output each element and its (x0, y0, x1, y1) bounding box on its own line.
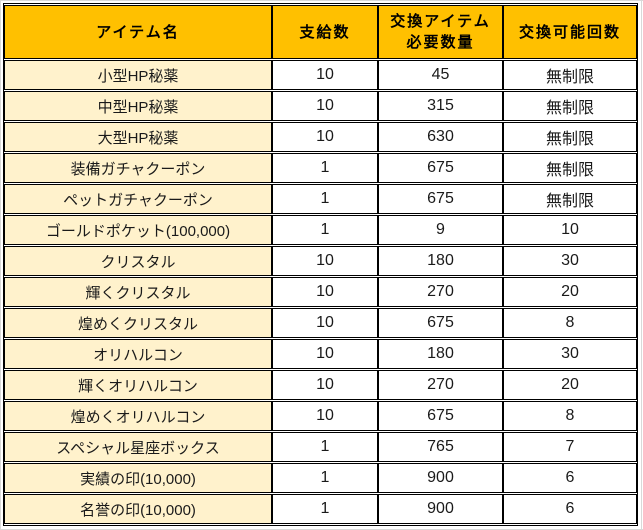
cell-item-name: 名誉の印(10,000) (4, 494, 272, 524)
cell-required-quantity: 900 (378, 494, 503, 524)
cell-exchange-limit: 7 (503, 432, 637, 462)
cell-required-quantity: 675 (378, 401, 503, 431)
cell-exchange-limit: 10 (503, 215, 637, 245)
cell-supply-count: 10 (272, 122, 378, 152)
cell-supply-count: 10 (272, 339, 378, 369)
cell-item-name: 輝くオリハルコン (4, 370, 272, 400)
cell-required-quantity: 675 (378, 153, 503, 183)
cell-required-quantity: 180 (378, 339, 503, 369)
cell-item-name: ゴールドポケット(100,000) (4, 215, 272, 245)
cell-exchange-limit: 8 (503, 401, 637, 431)
cell-exchange-limit: 20 (503, 370, 637, 400)
cell-supply-count: 10 (272, 308, 378, 338)
cell-item-name: 中型HP秘薬 (4, 91, 272, 121)
gridline (641, 0, 642, 530)
header-row: アイテム名 支給数 交換アイテム 必要数量 交換可能回数 (4, 5, 637, 59)
exchange-table: アイテム名 支給数 交換アイテム 必要数量 交換可能回数 小型HP秘薬 10 4… (3, 3, 638, 526)
table-row: ペットガチャクーポン 1 675 無制限 (4, 184, 637, 214)
cell-required-quantity: 180 (378, 246, 503, 276)
table-row: 中型HP秘薬 10 315 無制限 (4, 91, 637, 121)
cell-required-quantity: 270 (378, 277, 503, 307)
cell-exchange-limit: 20 (503, 277, 637, 307)
cell-exchange-limit: 無制限 (503, 122, 637, 152)
cell-item-name: 小型HP秘薬 (4, 60, 272, 90)
cell-required-quantity: 630 (378, 122, 503, 152)
cell-supply-count: 10 (272, 60, 378, 90)
cell-item-name: スペシャル星座ボックス (4, 432, 272, 462)
cell-exchange-limit: 30 (503, 339, 637, 369)
table-row: オリハルコン 10 180 30 (4, 339, 637, 369)
cell-item-name: オリハルコン (4, 339, 272, 369)
cell-required-quantity: 900 (378, 463, 503, 493)
cell-exchange-limit: 6 (503, 494, 637, 524)
table-row: ゴールドポケット(100,000) 1 9 10 (4, 215, 637, 245)
table-row: 装備ガチャクーポン 1 675 無制限 (4, 153, 637, 183)
header-exchange-limit: 交換可能回数 (503, 5, 637, 59)
cell-required-quantity: 9 (378, 215, 503, 245)
cell-exchange-limit: 無制限 (503, 153, 637, 183)
cell-exchange-limit: 無制限 (503, 91, 637, 121)
table-row: スペシャル星座ボックス 1 765 7 (4, 432, 637, 462)
header-required-quantity: 交換アイテム 必要数量 (378, 5, 503, 59)
cell-supply-count: 10 (272, 91, 378, 121)
cell-supply-count: 1 (272, 432, 378, 462)
cell-supply-count: 10 (272, 401, 378, 431)
cell-item-name: 装備ガチャクーポン (4, 153, 272, 183)
header-supply-count: 支給数 (272, 5, 378, 59)
cell-required-quantity: 675 (378, 184, 503, 214)
table-row: 輝くクリスタル 10 270 20 (4, 277, 637, 307)
cell-exchange-limit: 8 (503, 308, 637, 338)
cell-supply-count: 10 (272, 370, 378, 400)
table-row: クリスタル 10 180 30 (4, 246, 637, 276)
table-row: 小型HP秘薬 10 45 無制限 (4, 60, 637, 90)
cell-exchange-limit: 無制限 (503, 184, 637, 214)
table-row: 輝くオリハルコン 10 270 20 (4, 370, 637, 400)
cell-required-quantity: 765 (378, 432, 503, 462)
header-item-name: アイテム名 (4, 5, 272, 59)
cell-exchange-limit: 6 (503, 463, 637, 493)
cell-item-name: 煌めくオリハルコン (4, 401, 272, 431)
table-row: 煌めくクリスタル 10 675 8 (4, 308, 637, 338)
cell-item-name: 煌めくクリスタル (4, 308, 272, 338)
cell-item-name: クリスタル (4, 246, 272, 276)
gridline (0, 0, 643, 1)
table-row: 名誉の印(10,000) 1 900 6 (4, 494, 637, 524)
cell-exchange-limit: 無制限 (503, 60, 637, 90)
cell-supply-count: 1 (272, 184, 378, 214)
cell-supply-count: 1 (272, 494, 378, 524)
cell-exchange-limit: 30 (503, 246, 637, 276)
cell-supply-count: 1 (272, 463, 378, 493)
table-body: 小型HP秘薬 10 45 無制限 中型HP秘薬 10 315 無制限 大型HP秘… (4, 60, 637, 524)
cell-supply-count: 10 (272, 277, 378, 307)
cell-required-quantity: 675 (378, 308, 503, 338)
cell-item-name: 実績の印(10,000) (4, 463, 272, 493)
cell-supply-count: 1 (272, 215, 378, 245)
cell-required-quantity: 45 (378, 60, 503, 90)
cell-required-quantity: 315 (378, 91, 503, 121)
cell-required-quantity: 270 (378, 370, 503, 400)
table-row: 煌めくオリハルコン 10 675 8 (4, 401, 637, 431)
table-row: 実績の印(10,000) 1 900 6 (4, 463, 637, 493)
gridline (0, 0, 1, 530)
cell-supply-count: 1 (272, 153, 378, 183)
cell-item-name: 大型HP秘薬 (4, 122, 272, 152)
table-row: 大型HP秘薬 10 630 無制限 (4, 122, 637, 152)
cell-item-name: 輝くクリスタル (4, 277, 272, 307)
cell-supply-count: 10 (272, 246, 378, 276)
table-header: アイテム名 支給数 交換アイテム 必要数量 交換可能回数 (4, 5, 637, 59)
cell-item-name: ペットガチャクーポン (4, 184, 272, 214)
